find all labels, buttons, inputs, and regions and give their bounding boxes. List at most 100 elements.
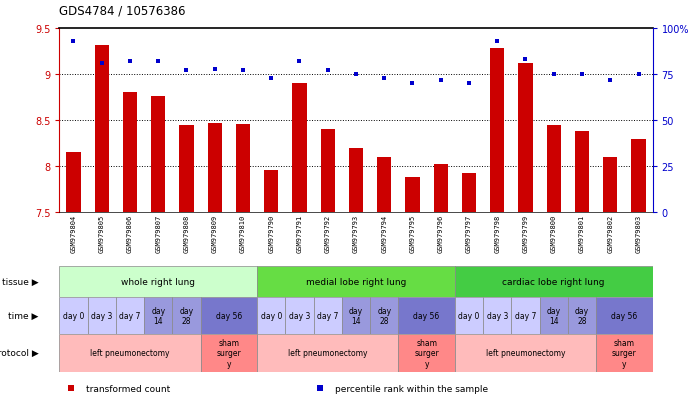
Text: GSM979790: GSM979790 bbox=[268, 214, 274, 252]
Text: day 7: day 7 bbox=[317, 311, 339, 320]
Text: whole right lung: whole right lung bbox=[121, 278, 195, 286]
Bar bbox=[236, 124, 250, 213]
Bar bbox=[59, 297, 87, 335]
Text: GSM979792: GSM979792 bbox=[325, 214, 331, 252]
Bar bbox=[377, 158, 392, 213]
Text: day
28: day 28 bbox=[575, 306, 589, 325]
Bar bbox=[59, 266, 257, 297]
Text: GSM979801: GSM979801 bbox=[579, 214, 585, 252]
Bar bbox=[455, 266, 653, 297]
Bar bbox=[320, 130, 335, 213]
Bar bbox=[179, 126, 193, 213]
Bar bbox=[568, 297, 596, 335]
Text: GSM979803: GSM979803 bbox=[635, 214, 641, 252]
Bar bbox=[490, 49, 504, 213]
Text: tissue ▶: tissue ▶ bbox=[2, 278, 38, 286]
Bar bbox=[87, 297, 116, 335]
Text: day
14: day 14 bbox=[151, 306, 165, 325]
Bar bbox=[172, 297, 200, 335]
Text: left pneumonectomy: left pneumonectomy bbox=[90, 349, 170, 358]
Text: GSM979805: GSM979805 bbox=[98, 214, 105, 252]
Bar bbox=[406, 178, 419, 213]
Text: day 56: day 56 bbox=[413, 311, 440, 320]
Bar bbox=[285, 297, 313, 335]
Bar bbox=[349, 148, 363, 213]
Bar bbox=[433, 165, 448, 213]
Text: day 3: day 3 bbox=[289, 311, 310, 320]
Bar bbox=[632, 139, 646, 213]
Text: transformed count: transformed count bbox=[86, 384, 170, 393]
Text: GSM979809: GSM979809 bbox=[211, 214, 218, 252]
Bar bbox=[596, 297, 653, 335]
Bar bbox=[200, 335, 257, 372]
Text: day
28: day 28 bbox=[179, 306, 193, 325]
Bar bbox=[596, 335, 653, 372]
Text: day 56: day 56 bbox=[216, 311, 242, 320]
Bar bbox=[66, 153, 80, 213]
Text: time ▶: time ▶ bbox=[8, 311, 38, 320]
Text: sham
surger
y: sham surger y bbox=[216, 338, 242, 368]
Bar bbox=[151, 97, 165, 213]
Text: day 0: day 0 bbox=[63, 311, 84, 320]
Bar bbox=[116, 297, 144, 335]
Text: GSM979793: GSM979793 bbox=[353, 214, 359, 252]
Bar bbox=[342, 297, 370, 335]
Text: day 0: day 0 bbox=[459, 311, 480, 320]
Text: GSM979808: GSM979808 bbox=[184, 214, 189, 252]
Bar bbox=[462, 173, 476, 213]
Bar bbox=[547, 126, 560, 213]
Bar bbox=[95, 45, 109, 213]
Text: GSM979794: GSM979794 bbox=[381, 214, 387, 252]
Bar bbox=[123, 93, 137, 213]
Bar bbox=[512, 297, 540, 335]
Text: GSM979795: GSM979795 bbox=[410, 214, 415, 252]
Text: day
28: day 28 bbox=[377, 306, 392, 325]
Text: GSM979796: GSM979796 bbox=[438, 214, 444, 252]
Text: protocol ▶: protocol ▶ bbox=[0, 349, 38, 358]
Text: GSM979810: GSM979810 bbox=[240, 214, 246, 252]
Text: GSM979797: GSM979797 bbox=[466, 214, 472, 252]
Bar bbox=[575, 132, 589, 213]
Bar bbox=[292, 84, 306, 213]
Text: day 3: day 3 bbox=[91, 311, 112, 320]
Text: GSM979807: GSM979807 bbox=[155, 214, 161, 252]
Bar bbox=[483, 297, 512, 335]
Bar bbox=[370, 297, 399, 335]
Text: medial lobe right lung: medial lobe right lung bbox=[306, 278, 406, 286]
Text: day
14: day 14 bbox=[547, 306, 560, 325]
Bar bbox=[519, 64, 533, 213]
Bar bbox=[264, 171, 279, 213]
Text: day 3: day 3 bbox=[487, 311, 508, 320]
Bar bbox=[59, 335, 200, 372]
Bar bbox=[313, 297, 342, 335]
Text: day 7: day 7 bbox=[515, 311, 536, 320]
Text: GSM979798: GSM979798 bbox=[494, 214, 500, 252]
Bar bbox=[455, 335, 596, 372]
Text: left pneumonectomy: left pneumonectomy bbox=[288, 349, 367, 358]
Text: cardiac lobe right lung: cardiac lobe right lung bbox=[503, 278, 605, 286]
Text: GDS4784 / 10576386: GDS4784 / 10576386 bbox=[59, 4, 186, 17]
Text: GSM979800: GSM979800 bbox=[551, 214, 557, 252]
Bar bbox=[257, 266, 455, 297]
Bar bbox=[540, 297, 568, 335]
Text: GSM979791: GSM979791 bbox=[297, 214, 302, 252]
Text: left pneumonectomy: left pneumonectomy bbox=[486, 349, 565, 358]
Text: percentile rank within the sample: percentile rank within the sample bbox=[335, 384, 489, 393]
Text: GSM979799: GSM979799 bbox=[523, 214, 528, 252]
Text: GSM979804: GSM979804 bbox=[70, 214, 77, 252]
Bar bbox=[257, 335, 399, 372]
Bar bbox=[207, 123, 222, 213]
Bar bbox=[144, 297, 172, 335]
Bar bbox=[399, 297, 455, 335]
Bar bbox=[257, 297, 285, 335]
Bar bbox=[603, 158, 617, 213]
Bar bbox=[399, 335, 455, 372]
Text: day
14: day 14 bbox=[349, 306, 363, 325]
Text: sham
surger
y: sham surger y bbox=[414, 338, 439, 368]
Bar bbox=[200, 297, 257, 335]
Text: day 56: day 56 bbox=[611, 311, 637, 320]
Text: GSM979806: GSM979806 bbox=[127, 214, 133, 252]
Text: day 7: day 7 bbox=[119, 311, 141, 320]
Text: GSM979802: GSM979802 bbox=[607, 214, 614, 252]
Bar bbox=[455, 297, 483, 335]
